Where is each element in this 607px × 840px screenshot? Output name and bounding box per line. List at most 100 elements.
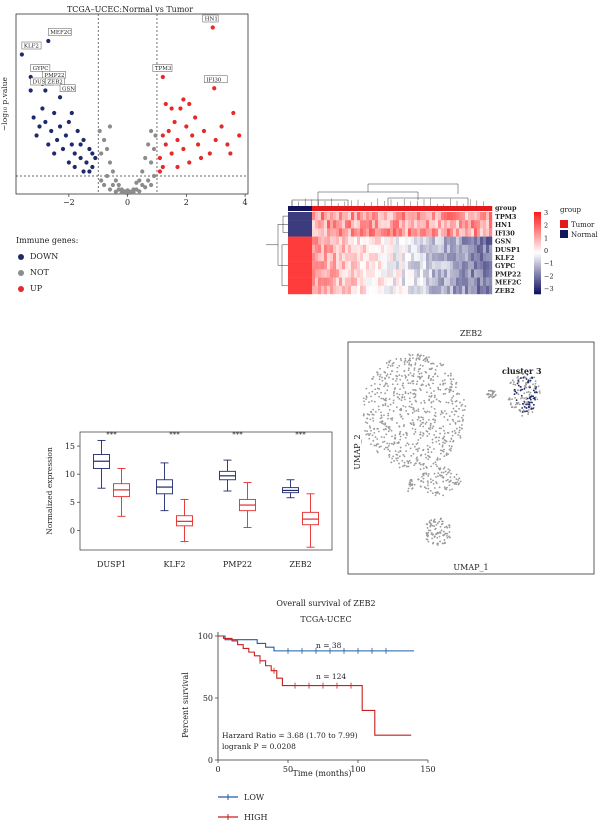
heatmap-cell: [456, 269, 460, 278]
volcano-point-up: [231, 110, 236, 116]
heatmap-cell: [441, 277, 445, 286]
volcano-point-up: [219, 124, 224, 129]
heatmap-cell: [483, 285, 487, 295]
heatmap-cell: [456, 228, 460, 237]
umap-point: [401, 393, 404, 396]
umap-point: [374, 436, 377, 438]
umap-point: [429, 478, 432, 481]
umap-point: [442, 534, 444, 537]
umap-point: [492, 395, 495, 398]
umap-point: [433, 421, 436, 424]
heatmap-cell: [336, 236, 340, 245]
heatmap-cell: [405, 285, 409, 295]
heatmap-cell: [450, 285, 454, 295]
heatmap-scale-cell: [534, 277, 541, 280]
volcano-point-up: [157, 169, 162, 174]
heatmap-cell: [363, 236, 367, 245]
heatmap-cell: [468, 244, 472, 254]
heatmap-cell: [471, 261, 475, 270]
heatmap-cell: [393, 253, 397, 262]
umap-point: [366, 433, 369, 435]
umap-point: [379, 367, 381, 370]
volcano-point-up: [184, 124, 189, 129]
umap-point: [369, 418, 372, 421]
heatmap-cell: [447, 212, 451, 221]
umap-point-cluster3: [529, 398, 532, 401]
umap-point: [401, 417, 404, 420]
umap-point: [461, 420, 464, 422]
umap-point-cluster3: [529, 396, 532, 398]
box-significance: ***: [106, 431, 117, 439]
box-ytick-label: 5: [70, 498, 75, 507]
umap-point: [447, 468, 450, 471]
heatmap-cell: [384, 285, 388, 295]
umap-point: [429, 490, 432, 492]
heatmap-cell: [345, 244, 349, 254]
umap-point: [422, 359, 425, 362]
heatmap-cell: [459, 285, 463, 295]
heatmap-cell: [363, 228, 367, 237]
umap-point: [363, 413, 365, 415]
umap-point: [409, 481, 412, 484]
heatmap-cell: [480, 277, 484, 286]
umap-point: [525, 386, 528, 389]
heatmap-cell: [471, 236, 475, 245]
umap-point-cluster3: [526, 397, 529, 400]
umap-point: [444, 388, 447, 391]
heatmap-cell: [336, 253, 340, 262]
box-ylabel: Normalized expression: [45, 447, 54, 535]
umap-point: [430, 394, 433, 397]
heatmap-cell: [405, 228, 409, 237]
heatmap-cell: [438, 261, 442, 270]
heatmap-cell: [471, 212, 475, 221]
heatmap-cell: [330, 277, 334, 286]
umap-point: [439, 362, 442, 365]
heatmap-cell: [351, 220, 355, 229]
heatmap-cell: [486, 220, 490, 229]
heatmap-cell: [468, 236, 472, 245]
umap-point: [394, 450, 397, 452]
umap-point: [511, 398, 513, 401]
umap-point: [389, 428, 391, 431]
heatmap-cell: [384, 269, 388, 278]
heatmap-cell: [450, 244, 454, 254]
heatmap-cell: [489, 277, 493, 286]
heatmap-cell: [300, 212, 304, 221]
umap-point: [419, 425, 421, 427]
umap-point: [374, 410, 377, 413]
umap-point: [383, 385, 385, 388]
umap-point: [399, 438, 402, 441]
umap-point: [424, 357, 427, 360]
volcano-gene-label: HN1: [205, 17, 218, 23]
umap-point: [419, 437, 422, 439]
heatmap-cell: [312, 269, 316, 278]
heatmap-cell: [468, 220, 472, 229]
volcano-point-up: [190, 133, 195, 138]
umap-point: [419, 433, 422, 436]
heatmap-gene-label: GYPC: [495, 262, 515, 270]
umap-point: [427, 377, 430, 379]
umap-point: [430, 451, 433, 454]
heatmap-cell: [486, 277, 490, 286]
heatmap-cell: [399, 285, 403, 295]
heatmap-cell: [444, 244, 448, 254]
heatmap-cell: [471, 220, 475, 229]
heatmap-group-cell: [429, 206, 433, 211]
km-hr-text: Harzard Ratio = 3.68 (1.70 to 7.99): [222, 731, 358, 740]
umap-point: [489, 393, 492, 396]
umap-point: [436, 475, 439, 478]
umap-point: [394, 437, 397, 440]
umap-point: [529, 377, 532, 380]
umap-point: [526, 391, 528, 394]
heatmap-cell: [348, 212, 352, 221]
heatmap-cell: [453, 285, 457, 295]
umap-point: [432, 362, 435, 365]
heatmap-group-cell: [489, 206, 493, 211]
heatmap-cell: [432, 212, 436, 221]
umap-point: [409, 400, 411, 403]
heatmap-group-cell: [372, 206, 376, 211]
umap-point: [453, 413, 456, 416]
km-p-text: logrank P = 0.0208: [222, 742, 296, 751]
umap-point: [376, 450, 378, 452]
umap-point: [433, 472, 436, 475]
